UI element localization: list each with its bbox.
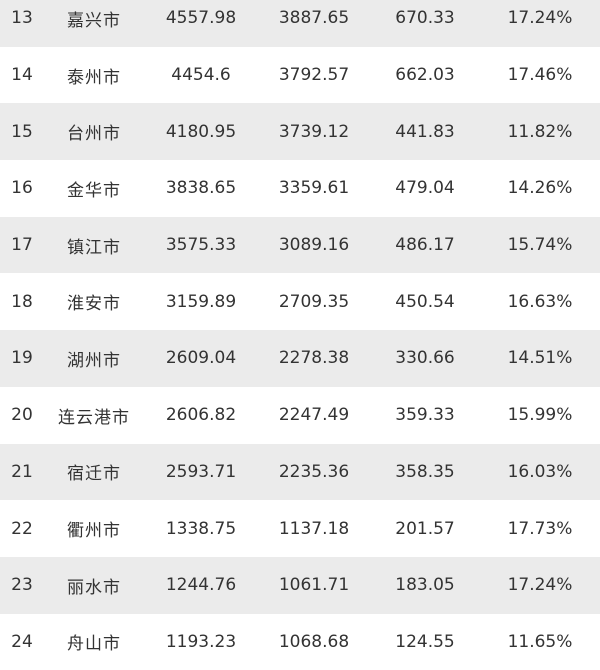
value-2-cell: 1137.18	[278, 518, 350, 539]
percent-cell: 14.51%	[507, 348, 573, 369]
table-row: 13 嘉兴市 4557.98 3887.65 670.33 17.24%	[0, 0, 600, 47]
value-2-cell: 3739.12	[278, 121, 350, 142]
percent-cell: 15.99%	[507, 405, 573, 426]
city-cell: 金华市	[67, 180, 121, 201]
value-3-cell: 450.54	[395, 291, 455, 312]
value-2-cell: 2709.35	[278, 291, 350, 312]
rank-cell: 19	[11, 348, 33, 369]
value-2-cell: 3792.57	[278, 65, 350, 86]
rank-cell: 17	[11, 235, 33, 256]
percent-cell: 16.03%	[507, 461, 573, 482]
table-row: 24 舟山市 1193.23 1068.68 124.55 11.65%	[0, 614, 600, 670]
city-cell: 舟山市	[67, 634, 121, 655]
rank-cell: 13	[11, 8, 33, 29]
rank-cell: 24	[11, 631, 33, 652]
value-1-cell: 1338.75	[165, 518, 237, 539]
value-2-cell: 2278.38	[278, 348, 350, 369]
table-row: 20 连云港市 2606.82 2247.49 359.33 15.99%	[0, 387, 600, 444]
rank-cell: 20	[11, 405, 33, 426]
value-1-cell: 2609.04	[165, 348, 237, 369]
city-cell: 湖州市	[67, 350, 121, 371]
value-1-cell: 4454.6	[171, 65, 231, 86]
table-row: 19 湖州市 2609.04 2278.38 330.66 14.51%	[0, 330, 600, 387]
value-1-cell: 4557.98	[165, 8, 237, 29]
table-row: 16 金华市 3838.65 3359.61 479.04 14.26%	[0, 160, 600, 217]
value-3-cell: 479.04	[395, 178, 455, 199]
table-row: 14 泰州市 4454.6 3792.57 662.03 17.46%	[0, 47, 600, 104]
value-1-cell: 1244.76	[165, 575, 237, 596]
value-3-cell: 359.33	[395, 405, 455, 426]
value-1-cell: 1193.23	[165, 631, 237, 652]
rank-cell: 16	[11, 178, 33, 199]
table-row: 22 衢州市 1338.75 1137.18 201.57 17.73%	[0, 500, 600, 557]
table-row: 15 台州市 4180.95 3739.12 441.83 11.82%	[0, 103, 600, 161]
percent-cell: 17.46%	[507, 65, 573, 86]
city-cell: 镇江市	[67, 237, 121, 258]
city-cell: 丽水市	[67, 577, 121, 598]
value-1-cell: 3159.89	[165, 291, 237, 312]
value-3-cell: 486.17	[395, 235, 455, 256]
value-2-cell: 3089.16	[278, 235, 350, 256]
value-2-cell: 3359.61	[278, 178, 350, 199]
city-cell: 连云港市	[58, 407, 130, 428]
value-3-cell: 330.66	[395, 348, 455, 369]
value-3-cell: 358.35	[395, 461, 455, 482]
table-row: 18 淮安市 3159.89 2709.35 450.54 16.63%	[0, 273, 600, 330]
rank-cell: 18	[11, 291, 33, 312]
value-1-cell: 2593.71	[165, 461, 237, 482]
city-cell: 宿迁市	[67, 464, 121, 485]
value-3-cell: 441.83	[395, 121, 455, 142]
table-row: 17 镇江市 3575.33 3089.16 486.17 15.74%	[0, 216, 600, 274]
rank-cell: 15	[11, 121, 33, 142]
percent-cell: 16.63%	[507, 291, 573, 312]
city-cell: 嘉兴市	[67, 10, 121, 31]
value-3-cell: 183.05	[395, 575, 455, 596]
city-cell: 淮安市	[67, 294, 121, 315]
percent-cell: 17.24%	[507, 8, 573, 29]
value-2-cell: 2235.36	[278, 461, 350, 482]
value-3-cell: 124.55	[395, 631, 455, 652]
value-1-cell: 4180.95	[165, 121, 237, 142]
value-2-cell: 1061.71	[278, 575, 350, 596]
rank-cell: 14	[11, 65, 33, 86]
table-row: 21 宿迁市 2593.71 2235.36 358.35 16.03%	[0, 443, 600, 501]
city-cell: 衢州市	[67, 521, 121, 542]
value-1-cell: 2606.82	[165, 405, 237, 426]
city-cell: 泰州市	[67, 67, 121, 88]
value-3-cell: 201.57	[395, 518, 455, 539]
rank-cell: 21	[11, 461, 33, 482]
rank-cell: 22	[11, 518, 33, 539]
city-cell: 台州市	[67, 124, 121, 145]
percent-cell: 11.82%	[507, 121, 573, 142]
value-2-cell: 2247.49	[278, 405, 350, 426]
table-row: 23 丽水市 1244.76 1061.71 183.05 17.24%	[0, 556, 600, 614]
percent-cell: 14.26%	[507, 178, 573, 199]
value-3-cell: 662.03	[395, 65, 455, 86]
value-2-cell: 1068.68	[278, 631, 350, 652]
value-3-cell: 670.33	[395, 8, 455, 29]
percent-cell: 11.65%	[507, 631, 573, 652]
value-1-cell: 3575.33	[165, 235, 237, 256]
value-1-cell: 3838.65	[165, 178, 237, 199]
percent-cell: 17.73%	[507, 518, 573, 539]
value-2-cell: 3887.65	[278, 8, 350, 29]
percent-cell: 15.74%	[507, 235, 573, 256]
percent-cell: 17.24%	[507, 575, 573, 596]
rank-cell: 23	[11, 575, 33, 596]
